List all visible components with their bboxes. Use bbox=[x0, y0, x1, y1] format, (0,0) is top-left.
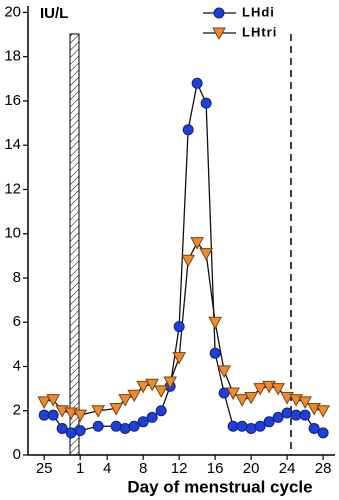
point bbox=[308, 422, 320, 434]
point bbox=[109, 403, 124, 416]
y-tick-label: 16 bbox=[4, 92, 21, 109]
point bbox=[91, 405, 106, 418]
point bbox=[271, 383, 285, 396]
x-tick-label: 24 bbox=[279, 460, 296, 477]
legend-label: LHdi bbox=[242, 4, 275, 19]
point bbox=[154, 385, 168, 398]
point bbox=[163, 376, 177, 390]
point bbox=[155, 405, 167, 417]
x-tick-label: 20 bbox=[243, 460, 260, 477]
x-tick-label: 28 bbox=[315, 460, 332, 477]
point bbox=[37, 396, 52, 409]
point bbox=[217, 365, 231, 378]
point bbox=[218, 387, 230, 399]
menses-bar bbox=[69, 33, 80, 456]
y-tick-label: 18 bbox=[4, 48, 21, 65]
point bbox=[317, 427, 329, 439]
x-axis-label: Day of menstrual cycle bbox=[127, 477, 312, 496]
legend-marker bbox=[213, 7, 225, 19]
point bbox=[110, 420, 122, 432]
x-tick-label: 25 bbox=[36, 460, 53, 477]
y-tick-label: 2 bbox=[13, 402, 21, 419]
point bbox=[56, 422, 68, 434]
legend-label: LHtri bbox=[242, 24, 277, 39]
point bbox=[298, 396, 312, 409]
point bbox=[65, 427, 77, 439]
point bbox=[181, 254, 195, 268]
point bbox=[137, 416, 149, 428]
point bbox=[127, 389, 142, 403]
point bbox=[254, 420, 266, 432]
point bbox=[235, 394, 249, 407]
point bbox=[208, 316, 222, 330]
y-tick-label: 20 bbox=[4, 3, 21, 20]
x-tick-label: 4 bbox=[103, 460, 111, 477]
point bbox=[200, 97, 212, 109]
point bbox=[119, 422, 131, 434]
point bbox=[173, 321, 185, 333]
point bbox=[263, 416, 275, 428]
point bbox=[190, 237, 204, 250]
x-tick-label: 8 bbox=[139, 460, 147, 477]
point bbox=[209, 347, 221, 359]
point bbox=[172, 352, 186, 365]
point bbox=[74, 425, 86, 437]
point bbox=[226, 387, 240, 401]
point bbox=[47, 409, 59, 421]
point bbox=[92, 420, 104, 432]
point bbox=[253, 383, 267, 396]
y-tick-label: 0 bbox=[13, 446, 21, 463]
y-tick-label: 4 bbox=[13, 357, 21, 374]
y-axis-label: IU/L bbox=[40, 5, 68, 22]
point bbox=[182, 124, 194, 136]
point bbox=[191, 77, 203, 89]
x-tick-label: 16 bbox=[207, 460, 224, 477]
x-tick-label: 1 bbox=[76, 460, 84, 477]
point bbox=[128, 420, 140, 432]
x-tick-label: 12 bbox=[171, 460, 188, 477]
point bbox=[272, 411, 284, 423]
y-tick-label: 6 bbox=[13, 313, 21, 330]
point bbox=[46, 394, 61, 407]
point bbox=[236, 420, 248, 432]
point bbox=[299, 409, 311, 421]
point bbox=[281, 407, 293, 419]
legend-marker bbox=[212, 27, 226, 41]
point bbox=[316, 405, 330, 418]
point bbox=[245, 422, 257, 434]
point bbox=[118, 394, 133, 407]
point bbox=[244, 391, 258, 405]
point bbox=[136, 380, 151, 394]
point bbox=[145, 378, 160, 392]
point bbox=[73, 409, 88, 423]
point bbox=[199, 248, 213, 261]
y-tick-label: 14 bbox=[4, 136, 21, 153]
y-tick-label: 12 bbox=[4, 180, 21, 197]
point bbox=[146, 411, 158, 423]
y-tick-label: 10 bbox=[4, 225, 21, 242]
y-tick-label: 8 bbox=[13, 269, 21, 286]
